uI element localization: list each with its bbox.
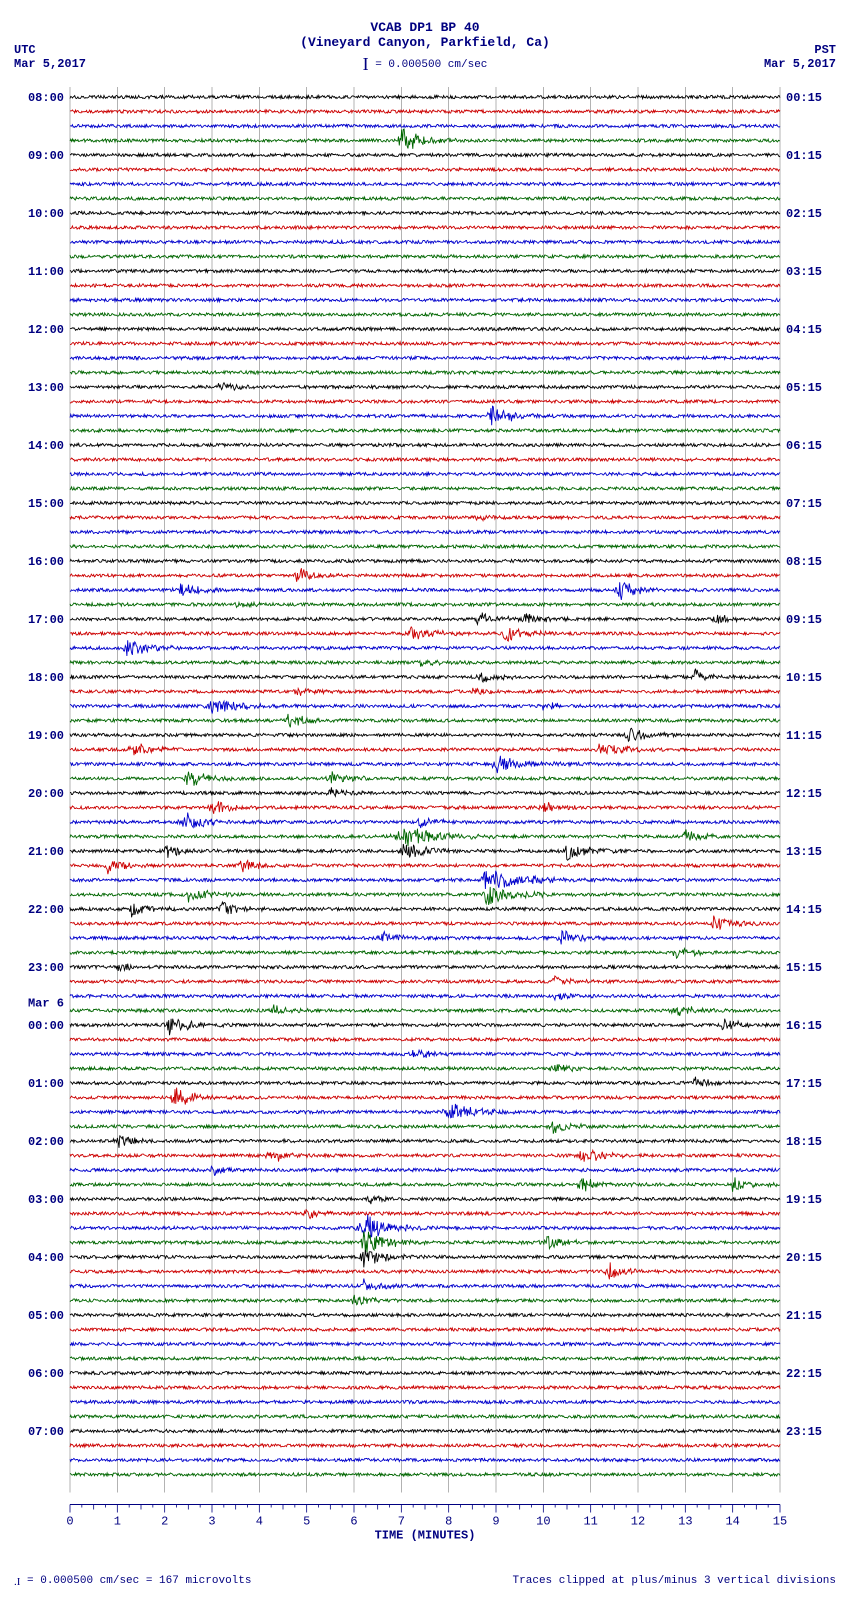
svg-text:02:15: 02:15 bbox=[786, 207, 822, 221]
svg-text:08:00: 08:00 bbox=[28, 91, 64, 105]
svg-text:01:15: 01:15 bbox=[786, 149, 822, 163]
svg-text:00:15: 00:15 bbox=[786, 91, 822, 105]
svg-text:04:15: 04:15 bbox=[786, 323, 822, 337]
svg-text:03:15: 03:15 bbox=[786, 265, 822, 279]
svg-text:13:15: 13:15 bbox=[786, 845, 822, 859]
svg-text:5: 5 bbox=[303, 1515, 310, 1529]
svg-text:16:15: 16:15 bbox=[786, 1019, 822, 1033]
footer-left: .I = 0.000500 cm/sec = 167 microvolts bbox=[14, 1575, 251, 1588]
svg-text:7: 7 bbox=[398, 1515, 405, 1529]
svg-text:07:15: 07:15 bbox=[786, 497, 822, 511]
svg-text:10:15: 10:15 bbox=[786, 671, 822, 685]
svg-text:21:00: 21:00 bbox=[28, 845, 64, 859]
svg-text:19:00: 19:00 bbox=[28, 729, 64, 743]
svg-text:21:15: 21:15 bbox=[786, 1309, 822, 1323]
svg-text:12: 12 bbox=[631, 1515, 645, 1529]
svg-text:02:00: 02:00 bbox=[28, 1135, 64, 1149]
svg-text:10: 10 bbox=[536, 1515, 550, 1529]
svg-text:TIME (MINUTES): TIME (MINUTES) bbox=[375, 1529, 476, 1543]
svg-text:2: 2 bbox=[161, 1515, 168, 1529]
svg-text:4: 4 bbox=[256, 1515, 263, 1529]
footer-right: Traces clipped at plus/minus 3 vertical … bbox=[513, 1575, 836, 1588]
svg-text:11:15: 11:15 bbox=[786, 729, 822, 743]
svg-text:13: 13 bbox=[678, 1515, 692, 1529]
svg-text:12:15: 12:15 bbox=[786, 787, 822, 801]
svg-text:18:00: 18:00 bbox=[28, 671, 64, 685]
svg-text:Mar 6: Mar 6 bbox=[28, 997, 64, 1011]
svg-text:03:00: 03:00 bbox=[28, 1193, 64, 1207]
svg-text:3: 3 bbox=[208, 1515, 215, 1529]
svg-text:11: 11 bbox=[583, 1515, 597, 1529]
svg-text:06:00: 06:00 bbox=[28, 1367, 64, 1381]
svg-text:23:15: 23:15 bbox=[786, 1425, 822, 1439]
svg-text:06:15: 06:15 bbox=[786, 439, 822, 453]
svg-text:16:00: 16:00 bbox=[28, 555, 64, 569]
svg-text:6: 6 bbox=[350, 1515, 357, 1529]
svg-text:05:15: 05:15 bbox=[786, 381, 822, 395]
svg-text:17:15: 17:15 bbox=[786, 1077, 822, 1091]
svg-text:14: 14 bbox=[725, 1515, 739, 1529]
svg-text:13:00: 13:00 bbox=[28, 381, 64, 395]
station-title: VCAB DP1 BP 40 bbox=[0, 0, 850, 35]
left-tz-block: UTC Mar 5,2017 bbox=[14, 43, 86, 71]
svg-text:9: 9 bbox=[492, 1515, 499, 1529]
svg-text:09:15: 09:15 bbox=[786, 613, 822, 627]
seismogram-svg: 08:00 00:15 09:00 01:15 10:00 02:15 11:00 03:15… bbox=[15, 81, 835, 1571]
svg-text:17:00: 17:00 bbox=[28, 613, 64, 627]
svg-text:14:00: 14:00 bbox=[28, 439, 64, 453]
svg-text:14:15: 14:15 bbox=[786, 903, 822, 917]
svg-text:19:15: 19:15 bbox=[786, 1193, 822, 1207]
svg-text:00:00: 00:00 bbox=[28, 1019, 64, 1033]
svg-text:09:00: 09:00 bbox=[28, 149, 64, 163]
station-subtitle: (Vineyard Canyon, Parkfield, Ca) bbox=[0, 35, 850, 50]
svg-text:20:15: 20:15 bbox=[786, 1251, 822, 1265]
svg-text:22:00: 22:00 bbox=[28, 903, 64, 917]
svg-text:05:00: 05:00 bbox=[28, 1309, 64, 1323]
svg-text:0: 0 bbox=[66, 1515, 73, 1529]
svg-text:8: 8 bbox=[445, 1515, 452, 1529]
svg-text:11:00: 11:00 bbox=[28, 265, 64, 279]
right-tz-block: PST Mar 5,2017 bbox=[764, 43, 836, 71]
svg-text:08:15: 08:15 bbox=[786, 555, 822, 569]
svg-text:12:00: 12:00 bbox=[28, 323, 64, 337]
svg-text:01:00: 01:00 bbox=[28, 1077, 64, 1091]
svg-text:15: 15 bbox=[773, 1515, 787, 1529]
svg-text:15:00: 15:00 bbox=[28, 497, 64, 511]
svg-text:23:00: 23:00 bbox=[28, 961, 64, 975]
svg-text:22:15: 22:15 bbox=[786, 1367, 822, 1381]
svg-text:04:00: 04:00 bbox=[28, 1251, 64, 1265]
svg-text:15:15: 15:15 bbox=[786, 961, 822, 975]
svg-text:07:00: 07:00 bbox=[28, 1425, 64, 1439]
svg-text:20:00: 20:00 bbox=[28, 787, 64, 801]
svg-text:10:00: 10:00 bbox=[28, 207, 64, 221]
scale-note: I = 0.000500 cm/sec bbox=[0, 50, 850, 81]
svg-text:1: 1 bbox=[114, 1515, 121, 1529]
footer: .I = 0.000500 cm/sec = 167 microvolts Tr… bbox=[0, 1571, 850, 1596]
svg-text:18:15: 18:15 bbox=[786, 1135, 822, 1149]
seismogram-plot: 08:00 00:15 09:00 01:15 10:00 02:15 11:00 03:15… bbox=[15, 81, 835, 1571]
